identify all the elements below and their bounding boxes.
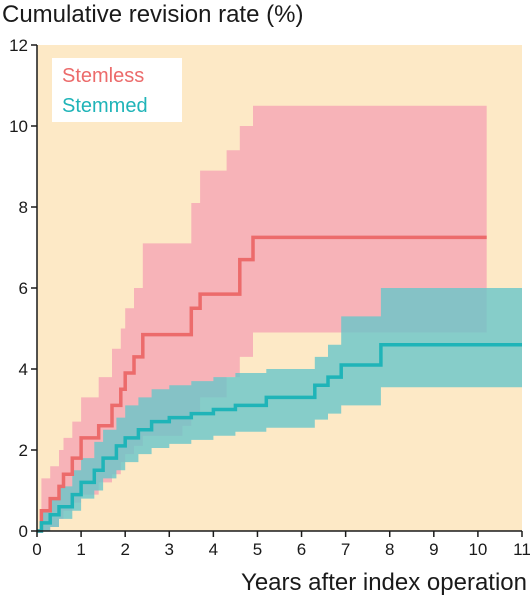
legend-item-stemmed: Stemmed	[62, 95, 148, 117]
x-tick-label: 4	[209, 540, 218, 559]
y-tick-label: 0	[19, 522, 28, 541]
y-axis-ticks: 0 2 4 6 8 10 12	[9, 36, 37, 541]
x-tick-label: 7	[341, 540, 350, 559]
x-tick-label: 3	[165, 540, 174, 559]
x-tick-label: 9	[429, 540, 438, 559]
y-tick-label: 8	[19, 198, 28, 217]
legend: Stemless Stemmed	[52, 58, 182, 122]
x-axis-ticks: 0 1 2 3 4 5 6 7 8 9 10 11	[32, 531, 531, 559]
x-tick-label: 6	[297, 540, 306, 559]
x-tick-label: 5	[253, 540, 262, 559]
x-tick-label: 1	[76, 540, 85, 559]
x-tick-label: 10	[468, 540, 487, 559]
y-tick-label: 2	[19, 441, 28, 460]
line-stemmed	[37, 342, 522, 533]
y-tick-label: 6	[19, 279, 28, 298]
confidence-bands	[37, 105, 522, 532]
x-tick-label: 0	[32, 540, 41, 559]
legend-item-stemless: Stemless	[62, 65, 144, 87]
x-axis-label: Years after index operation	[241, 569, 527, 596]
y-tick-label: 10	[9, 117, 28, 136]
line-stemless	[37, 235, 487, 533]
y-tick-label: 12	[9, 36, 28, 55]
legend-box	[52, 58, 182, 122]
series-lines	[37, 235, 522, 533]
chart-title: Cumulative revision rate (%)	[2, 1, 303, 28]
x-tick-label: 11	[513, 540, 531, 559]
band-stemmed	[37, 288, 522, 531]
y-tick-label: 4	[19, 360, 28, 379]
x-tick-label: 8	[385, 540, 394, 559]
x-tick-label: 2	[120, 540, 129, 559]
